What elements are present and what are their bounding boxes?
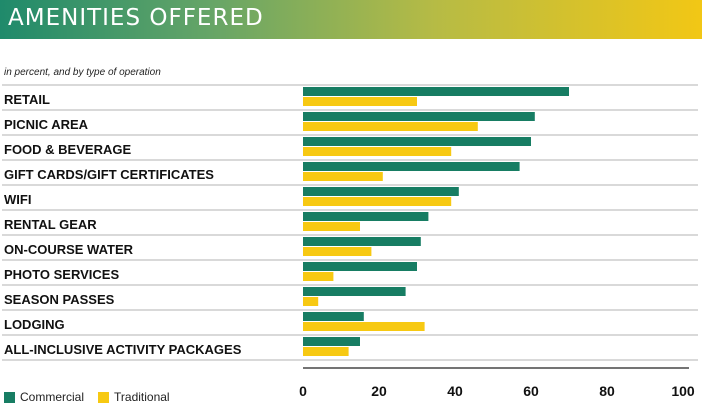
category-label: RENTAL GEAR	[4, 217, 97, 232]
bar-commercial-8	[303, 287, 406, 296]
bar-traditional-3	[303, 172, 383, 181]
bar-traditional-7	[303, 272, 334, 281]
chart-title: AMENITIES OFFERED	[8, 5, 264, 31]
legend: Commercial Traditional	[4, 390, 184, 404]
x-tick-label: 40	[447, 383, 463, 399]
bar-traditional-4	[303, 197, 452, 206]
x-tick-label: 20	[371, 383, 387, 399]
legend-swatch-traditional	[98, 391, 110, 403]
category-label: GIFT CARDS/GIFT CERTIFICATES	[4, 167, 214, 182]
category-label: FOOD & BEVERAGE	[4, 142, 131, 157]
bar-traditional-2	[303, 147, 452, 156]
legend-item-traditional: Traditional	[98, 390, 170, 404]
bar-commercial-2	[303, 137, 531, 146]
bar-commercial-7	[303, 262, 417, 271]
chart-subtitle: in percent, and by type of operation	[4, 67, 161, 78]
legend-label-commercial: Commercial	[20, 390, 85, 404]
title-banner: AMENITIES OFFERED	[0, 0, 702, 39]
x-tick-label: 80	[599, 383, 615, 399]
category-label: ALL-INCLUSIVE ACTIVITY PACKAGES	[4, 342, 242, 357]
bar-traditional-8	[303, 297, 319, 306]
bar-commercial-5	[303, 212, 429, 221]
bar-traditional-0	[303, 97, 417, 106]
bar-commercial-1	[303, 112, 535, 121]
category-label: SEASON PASSES	[4, 292, 115, 307]
legend-item-commercial: Commercial	[4, 390, 84, 404]
category-label: WIFI	[4, 192, 31, 207]
legend-swatch-commercial	[4, 391, 15, 403]
x-tick-label: 0	[299, 383, 307, 399]
category-label: PHOTO SERVICES	[4, 267, 119, 282]
category-label: LODGING	[4, 317, 65, 332]
x-tick-label: 100	[671, 383, 695, 399]
category-label: ON-COURSE WATER	[4, 242, 134, 257]
bar-commercial-6	[303, 237, 421, 246]
x-tick-label: 60	[523, 383, 539, 399]
bar-traditional-1	[303, 122, 478, 131]
bar-commercial-0	[303, 87, 569, 96]
legend-label-traditional: Traditional	[114, 390, 170, 404]
bar-commercial-3	[303, 162, 520, 171]
bar-traditional-9	[303, 322, 425, 331]
bar-traditional-6	[303, 247, 372, 256]
bar-commercial-10	[303, 337, 360, 346]
bar-commercial-4	[303, 187, 459, 196]
bar-traditional-10	[303, 347, 349, 356]
category-label: RETAIL	[4, 92, 50, 107]
bar-commercial-9	[303, 312, 364, 321]
bar-traditional-5	[303, 222, 360, 231]
category-label: PICNIC AREA	[4, 117, 89, 132]
